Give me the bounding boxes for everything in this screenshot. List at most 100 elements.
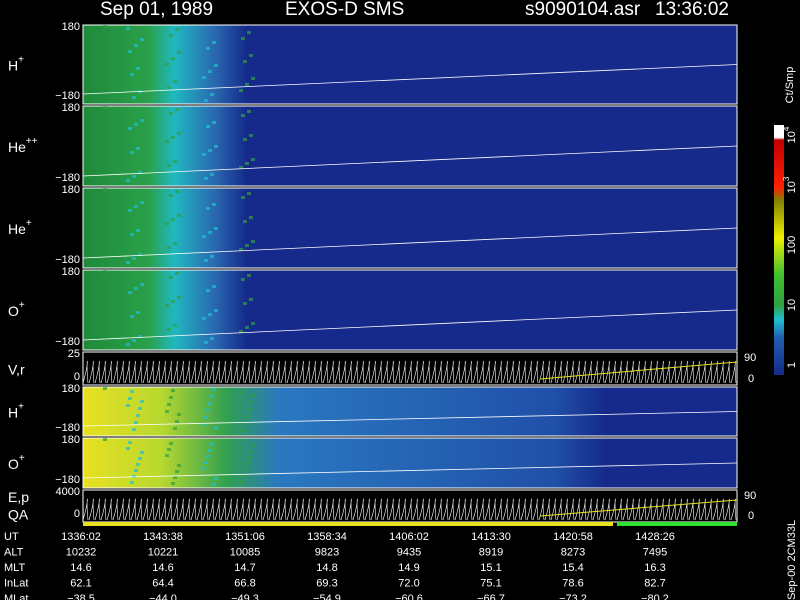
patch <box>249 54 253 57</box>
patch <box>134 44 138 47</box>
label-base: H <box>8 404 18 420</box>
patch <box>171 389 175 392</box>
patch <box>167 246 171 249</box>
axis-label: 90 <box>744 352 756 364</box>
patch <box>245 326 249 329</box>
row-value: 15.1 <box>480 562 501 574</box>
patch <box>126 179 130 182</box>
row-value: 1413:30 <box>471 531 511 543</box>
row-label: MLT <box>4 562 25 574</box>
patch <box>247 192 251 195</box>
trace <box>82 227 738 259</box>
patch <box>210 255 214 258</box>
tick-base: 10 <box>786 299 798 311</box>
patch <box>214 64 218 67</box>
row-value: 1420:58 <box>553 531 593 543</box>
row-value: 9823 <box>315 546 339 558</box>
patch <box>239 480 243 483</box>
header-text: s9090104.asr <box>525 0 641 20</box>
patch <box>138 407 142 410</box>
row-value: 14.6 <box>152 562 173 574</box>
row-value: 1343:38 <box>143 531 183 543</box>
patch <box>165 304 169 307</box>
patch <box>214 309 218 312</box>
patch <box>126 447 130 450</box>
patch <box>206 47 210 50</box>
label-sup: + <box>18 54 24 65</box>
label-base: E,p <box>8 489 29 505</box>
axis-label: 0 <box>748 510 754 522</box>
row-value: 9435 <box>397 546 421 558</box>
panel-label: V,r <box>8 361 25 377</box>
row-value: 1351:06 <box>225 531 265 543</box>
patch <box>239 89 243 92</box>
row-label: ALT <box>4 546 24 558</box>
panel-label: He++ <box>8 136 38 155</box>
patch <box>130 151 134 154</box>
patch <box>136 229 140 232</box>
patch <box>140 400 144 403</box>
patch <box>138 253 142 256</box>
label-base: V,r <box>8 361 25 377</box>
row-value: 72.0 <box>398 577 419 589</box>
patch <box>103 106 107 109</box>
patch <box>241 196 245 199</box>
patch <box>132 96 136 99</box>
row-value: 15.4 <box>562 562 583 574</box>
patch <box>165 410 169 413</box>
panel-label: E,p <box>8 489 29 505</box>
row-value: −54.9 <box>313 593 341 600</box>
patch <box>212 41 216 44</box>
patch <box>171 482 175 485</box>
patch <box>177 464 181 467</box>
patch <box>214 145 218 148</box>
patch <box>243 138 247 141</box>
axis-label: 180 <box>62 21 80 33</box>
patch <box>173 476 177 479</box>
patch <box>210 173 214 176</box>
patch <box>130 390 134 393</box>
row-value: 82.7 <box>644 577 665 589</box>
label-sup: + <box>26 218 32 229</box>
patch <box>249 134 253 137</box>
patch <box>241 278 245 281</box>
colorbar-tick: 103 <box>782 176 798 193</box>
patch <box>171 218 175 221</box>
patch <box>132 428 136 431</box>
axis-label: 25 <box>68 348 80 360</box>
patch <box>167 328 171 331</box>
patch <box>134 469 138 472</box>
patch <box>245 244 249 247</box>
patch <box>212 285 216 288</box>
patch <box>202 467 206 470</box>
patch <box>173 427 177 430</box>
patch <box>177 413 181 416</box>
patch <box>140 119 144 122</box>
patch <box>128 209 132 212</box>
row-value: 7495 <box>643 546 667 558</box>
patch <box>177 214 181 217</box>
patch <box>103 188 107 191</box>
axis-label: 0 <box>748 373 754 385</box>
patch <box>177 132 181 135</box>
panel-label: O+ <box>8 453 25 472</box>
patch <box>167 448 171 451</box>
patch <box>239 391 243 394</box>
header-text: 13:36:02 <box>655 0 729 20</box>
patch <box>212 388 216 391</box>
panel-label: H+ <box>8 401 24 420</box>
patch <box>132 175 136 178</box>
patch <box>214 426 218 429</box>
patch <box>175 108 179 111</box>
patch <box>169 396 173 399</box>
patch <box>208 149 212 152</box>
patch <box>243 220 247 223</box>
patch <box>103 438 107 441</box>
patch <box>245 83 249 86</box>
patch <box>167 164 171 167</box>
patch <box>132 339 136 342</box>
patch <box>210 443 214 446</box>
patch <box>136 67 140 70</box>
row-label: MLat <box>4 593 28 600</box>
